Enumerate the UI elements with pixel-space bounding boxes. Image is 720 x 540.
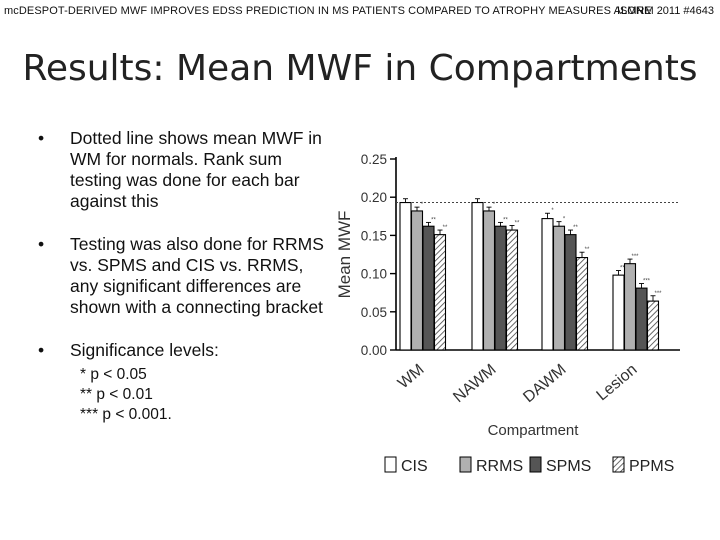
y-tick-label: 0.05 — [361, 305, 387, 320]
significance-item: ** p < 0.01 — [80, 386, 153, 403]
y-tick-label: 0.10 — [361, 267, 387, 282]
significance-label: * — [421, 202, 424, 208]
bullet-text: Testing was also done for RRMS vs. SPMS … — [70, 234, 324, 317]
bar — [505, 229, 519, 351]
bar — [399, 201, 412, 351]
y-tick-label: 0.20 — [361, 190, 387, 205]
bar — [541, 218, 554, 351]
bullet-list: • Dotted line shows mean MWF in WM for n… — [28, 128, 328, 425]
legend-swatch — [459, 456, 472, 473]
bullet-item: • Dotted line shows mean MWF in WM for n… — [28, 128, 328, 212]
bullet-item: • Significance levels: — [28, 340, 328, 361]
legend-swatch — [384, 456, 397, 473]
slide-title: Results: Mean MWF in Compartments — [22, 48, 698, 89]
slide-header-right: ISMRM 2011 #4643 — [616, 5, 714, 17]
x-axis-label: Compartment — [488, 422, 580, 439]
x-tick-label: Lesion — [594, 361, 641, 404]
bar — [552, 225, 566, 351]
bar — [482, 210, 496, 351]
bullet-item: • Testing was also done for RRMS vs. SPM… — [28, 234, 328, 318]
bar — [623, 263, 637, 351]
bar — [575, 257, 589, 351]
significance-label: *** — [620, 266, 628, 272]
y-tick-label: 0.00 — [361, 343, 387, 358]
significance-label: ** — [443, 225, 448, 231]
slide-header-left: mcDESPOT-DERIVED MWF IMPROVES EDSS PREDI… — [4, 5, 652, 17]
significance-label: *** — [643, 279, 651, 285]
legend-swatch — [612, 456, 625, 473]
significance-item: *** p < 0.001. — [80, 406, 172, 423]
bar — [635, 287, 648, 351]
y-axis-label: Mean MWF — [335, 211, 354, 299]
y-tick-label: 0.25 — [361, 152, 387, 167]
bullet-dot-icon: • — [38, 340, 45, 360]
significance-label: * — [563, 217, 566, 223]
bullet-dot-icon: • — [38, 128, 45, 148]
bar — [433, 234, 447, 351]
legend-label: PPMS — [629, 458, 674, 475]
significance-label: * — [493, 202, 496, 208]
bullet-text: Dotted line shows mean MWF in WM for nor… — [70, 128, 322, 211]
significance-label: ** — [503, 217, 508, 223]
y-tick-label: 0.15 — [361, 228, 387, 243]
legend-label: RRMS — [476, 458, 523, 475]
x-tick-label: DAWM — [520, 361, 569, 406]
significance-label: *** — [654, 291, 662, 297]
legend-label: CIS — [401, 458, 428, 475]
significance-label: ** — [515, 220, 520, 226]
significance-list: * p < 0.05 ** p < 0.01 *** p < 0.001. — [28, 365, 328, 425]
bar — [422, 225, 435, 351]
legend-swatch — [529, 456, 542, 473]
mwf-bar-chart: 0.00 0.05 0.10 0.15 0.20 0.25 Mean MWF * ** ** WM *… — [330, 145, 700, 490]
bar — [494, 225, 507, 351]
significance-label: ** — [431, 217, 436, 223]
bar — [564, 234, 577, 351]
significance-label: ** — [573, 225, 578, 231]
legend-label: SPMS — [546, 458, 591, 475]
bar — [471, 201, 484, 351]
significance-label: ** — [585, 247, 590, 253]
x-tick-label: NAWM — [450, 361, 499, 406]
bar — [646, 300, 660, 351]
significance-item: * p < 0.05 — [80, 366, 147, 383]
bullet-text: Significance levels: — [70, 340, 219, 360]
x-tick-label: WM — [395, 361, 428, 392]
bar — [410, 210, 424, 351]
bullet-dot-icon: • — [38, 234, 45, 254]
significance-label: *** — [631, 254, 639, 260]
significance-label: * — [551, 208, 554, 214]
bar — [612, 274, 625, 351]
